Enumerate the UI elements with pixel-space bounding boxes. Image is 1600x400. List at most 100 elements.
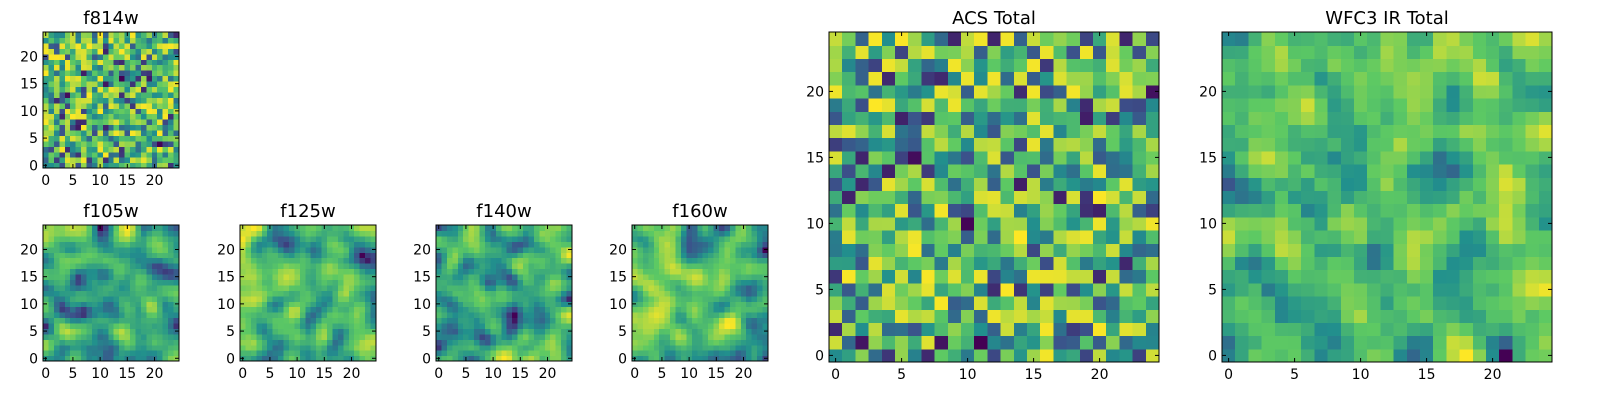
heatmap-cell xyxy=(1145,269,1160,284)
heatmap-cell xyxy=(659,333,666,340)
heatmap-cell xyxy=(59,124,66,131)
heatmap-cell xyxy=(359,306,366,313)
heatmap-cell xyxy=(1459,32,1474,46)
heatmap-cell xyxy=(829,296,843,310)
heatmap-cell xyxy=(140,48,147,55)
heatmap-cell xyxy=(1132,269,1147,284)
heatmap-cell xyxy=(1406,203,1421,218)
heatmap-cell xyxy=(987,309,1002,323)
heatmap-cell xyxy=(1459,256,1474,271)
heatmap-cell xyxy=(1027,230,1041,244)
heatmap-cell xyxy=(113,37,120,44)
heatmap-cell xyxy=(479,344,486,351)
heatmap-cell xyxy=(1367,230,1381,244)
heatmap-cell xyxy=(501,317,508,324)
heatmap-cell xyxy=(452,322,459,329)
heatmap-cell xyxy=(64,91,71,98)
heatmap-cell xyxy=(987,322,1002,337)
heatmap-cell xyxy=(119,151,126,158)
heatmap-cell xyxy=(1499,45,1513,59)
heatmap-cell xyxy=(1106,230,1120,244)
heatmap-cell xyxy=(151,241,158,248)
heatmap-cell xyxy=(632,284,639,291)
heatmap-cell xyxy=(446,241,453,248)
heatmap-cell xyxy=(327,246,334,253)
heatmap-cell xyxy=(539,263,546,270)
heatmap-cell xyxy=(484,322,491,329)
heatmap-cell xyxy=(1013,309,1028,323)
heatmap-cell xyxy=(86,273,93,280)
heatmap-cell xyxy=(119,312,126,319)
heatmap-cell xyxy=(70,91,77,98)
heatmap-cell xyxy=(934,164,949,178)
heatmap-cell xyxy=(135,86,142,93)
heatmap-cell xyxy=(539,225,546,232)
heatmap-cell xyxy=(881,309,896,323)
heatmap-cell xyxy=(528,328,535,335)
heatmap-cell xyxy=(1499,177,1513,191)
heatmap-cell xyxy=(1000,177,1015,191)
heatmap-cell xyxy=(457,252,464,259)
heatmap-cell xyxy=(146,279,153,286)
heatmap-cell xyxy=(566,225,573,232)
heatmap-cell xyxy=(162,146,169,153)
heatmap-cell xyxy=(468,284,475,291)
heatmap-cell xyxy=(1314,348,1329,363)
heatmap-cell xyxy=(113,48,120,55)
heatmap-cell xyxy=(113,241,120,248)
heatmap-cell xyxy=(680,350,687,357)
heatmap-cell xyxy=(484,230,491,237)
heatmap-cell xyxy=(566,284,573,291)
heatmap-cell xyxy=(921,216,936,231)
heatmap-cell xyxy=(1079,177,1094,191)
heatmap-cell xyxy=(299,322,306,329)
heatmap-cell xyxy=(506,301,513,308)
heatmap-cell xyxy=(124,235,131,242)
heatmap-cell xyxy=(484,279,491,286)
heatmap-cell xyxy=(670,350,677,357)
heatmap-cell xyxy=(751,241,758,248)
heatmap-cell xyxy=(135,135,142,142)
heatmap-cell xyxy=(151,279,158,286)
heatmap-cell xyxy=(881,216,896,231)
heatmap-cell xyxy=(359,225,366,232)
heatmap-cell xyxy=(855,137,870,152)
heatmap-cell xyxy=(267,328,274,335)
heatmap-cell xyxy=(829,111,843,125)
heatmap-cell xyxy=(64,86,71,93)
heatmap-cell xyxy=(1472,58,1487,73)
heatmap-cell xyxy=(1301,45,1315,59)
heatmap-cell xyxy=(1459,203,1474,218)
heatmap-cell xyxy=(740,306,747,313)
heatmap-cell xyxy=(261,263,268,270)
heatmap-cell xyxy=(533,263,540,270)
heatmap-cell xyxy=(299,306,306,313)
heatmap-cell xyxy=(947,296,962,310)
heatmap-cell xyxy=(75,48,82,55)
heatmap-cell xyxy=(691,241,698,248)
heatmap-cell xyxy=(348,257,355,264)
heatmap-cell xyxy=(321,312,328,319)
heatmap-cell xyxy=(140,322,147,329)
heatmap-cell xyxy=(561,279,568,286)
heatmap-cell xyxy=(533,344,540,351)
heatmap-cell xyxy=(245,333,252,340)
heatmap-cell xyxy=(261,301,268,308)
heatmap-cell xyxy=(881,296,896,310)
heatmap-cell xyxy=(506,350,513,357)
heatmap-cell xyxy=(934,243,949,257)
heatmap-cell xyxy=(479,241,486,248)
heatmap-cell xyxy=(490,284,497,291)
heatmap-cell xyxy=(468,328,475,335)
heatmap-cell xyxy=(370,344,377,351)
heatmap-cell xyxy=(523,339,530,346)
heatmap-cell xyxy=(691,344,698,351)
heatmap-cell xyxy=(680,263,687,270)
heatmap-cell xyxy=(561,301,568,308)
heatmap-cell xyxy=(168,32,175,39)
heatmap-cell xyxy=(1486,335,1500,350)
heatmap-cell xyxy=(135,284,142,291)
heatmap-cell xyxy=(113,268,120,275)
heatmap-cell xyxy=(370,279,377,286)
heatmap-cell xyxy=(81,108,88,115)
